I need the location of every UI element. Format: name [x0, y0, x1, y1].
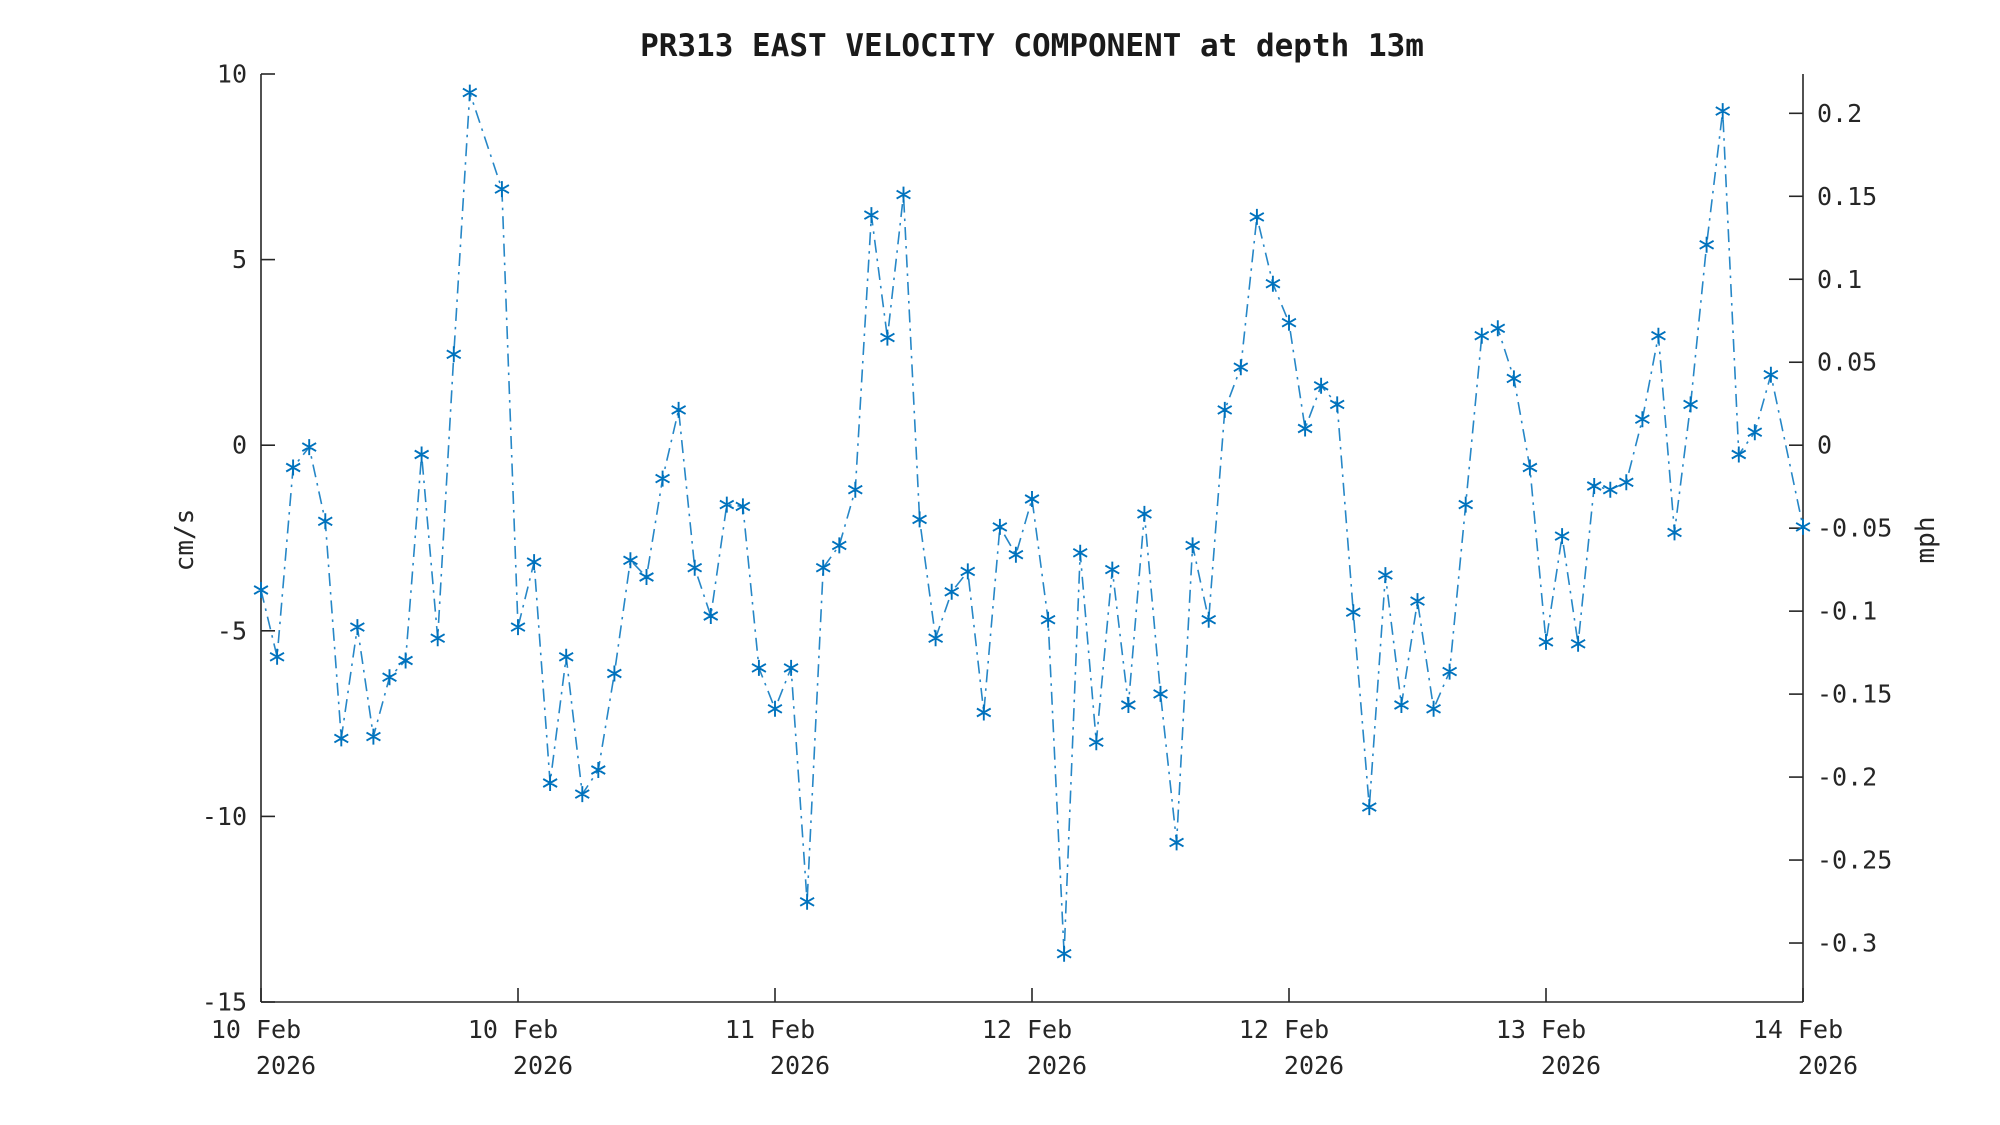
- svg-text:-0.15: -0.15: [1817, 680, 1892, 709]
- series-line: [260, 92, 1804, 954]
- svg-text:2026: 2026: [513, 1051, 573, 1080]
- svg-text:13 Feb: 13 Feb: [1496, 1015, 1586, 1044]
- svg-text:5: 5: [232, 245, 247, 274]
- y-axis-right: 0.2 0.15 0.1 0.05 0 -0.05 -0.1 -0.15 -0.2 -0.25 -0…: [1789, 74, 1892, 1002]
- svg-text:12 Feb: 12 Feb: [982, 1015, 1072, 1044]
- svg-text:10: 10: [217, 60, 247, 89]
- svg-text:0.15: 0.15: [1817, 182, 1877, 211]
- svg-text:12 Feb: 12 Feb: [1239, 1015, 1329, 1044]
- svg-text:10 Feb: 10 Feb: [468, 1015, 558, 1044]
- svg-text:-0.05: -0.05: [1817, 514, 1892, 543]
- svg-text:0: 0: [232, 431, 247, 460]
- svg-text:-0.1: -0.1: [1817, 597, 1877, 626]
- svg-text:2026: 2026: [770, 1051, 830, 1080]
- svg-text:-15: -15: [202, 988, 247, 1017]
- svg-text:-0.2: -0.2: [1817, 763, 1877, 792]
- svg-text:0.05: 0.05: [1817, 348, 1877, 377]
- svg-text:2026: 2026: [1541, 1051, 1601, 1080]
- svg-text:0: 0: [1817, 431, 1832, 460]
- x-axis: 10 Feb 2026 10 Feb 2026 11 Feb 2026 12 Feb 2026…: [211, 988, 1858, 1080]
- svg-text:-5: -5: [217, 616, 247, 645]
- series-markers: [253, 84, 1811, 962]
- svg-text:2026: 2026: [256, 1051, 316, 1080]
- svg-text:-0.25: -0.25: [1817, 846, 1892, 875]
- svg-text:2026: 2026: [1284, 1051, 1344, 1080]
- svg-text:10 Feb: 10 Feb: [211, 1015, 301, 1044]
- svg-text:0.2: 0.2: [1817, 99, 1862, 128]
- svg-text:-10: -10: [202, 802, 247, 831]
- svg-text:2026: 2026: [1027, 1051, 1087, 1080]
- svg-text:-0.3: -0.3: [1817, 929, 1877, 958]
- svg-text:14 Feb: 14 Feb: [1753, 1015, 1843, 1044]
- svg-text:0.1: 0.1: [1817, 265, 1862, 294]
- svg-text:11 Feb: 11 Feb: [725, 1015, 815, 1044]
- svg-text:2026: 2026: [1798, 1051, 1858, 1080]
- chart-title: PR313 EAST VELOCITY COMPONENT at depth 1…: [640, 28, 1424, 64]
- y-axis-left: 10 5 0 -5 -10 -15: [202, 60, 275, 1017]
